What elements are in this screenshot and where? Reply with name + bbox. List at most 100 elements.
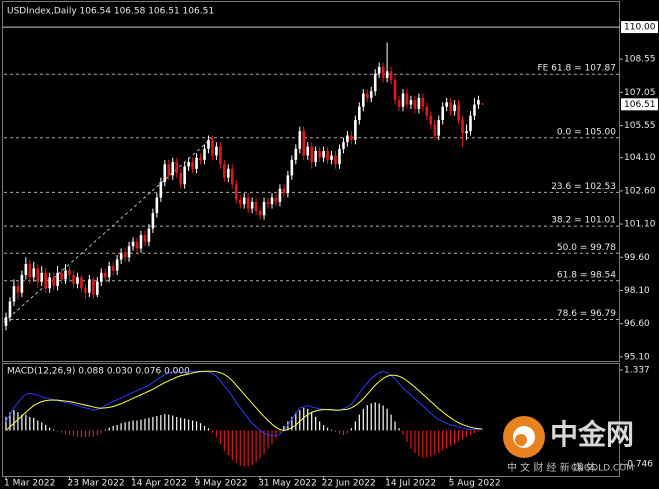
candle-body	[318, 151, 321, 158]
y-tick-label: 108.55	[624, 55, 656, 65]
fib-label: 23.6 = 102.53	[551, 182, 616, 192]
histogram-bar	[37, 420, 39, 431]
candle-body	[234, 184, 238, 200]
candle-body	[262, 201, 266, 216]
histogram-bar	[275, 430, 277, 439]
candle-body	[314, 151, 317, 163]
candle-body	[290, 159, 294, 176]
histogram-bar	[398, 428, 400, 431]
candle-body	[278, 188, 282, 202]
x-tick-label: 1 Mar 2022	[4, 479, 55, 489]
candle-body	[88, 279, 91, 293]
candle-body	[258, 210, 262, 216]
histogram-bar	[9, 412, 11, 431]
histogram-bar	[45, 425, 47, 431]
histogram-bar	[96, 430, 98, 435]
histogram-bar	[251, 430, 253, 465]
candle-body	[461, 120, 464, 134]
candle-body	[334, 155, 337, 165]
histogram-bar	[247, 430, 249, 467]
histogram-bar	[319, 421, 321, 431]
candle-body	[286, 175, 290, 194]
candle-body	[80, 277, 83, 289]
histogram-bar	[172, 415, 174, 431]
histogram-bar	[267, 430, 269, 449]
histogram-bar	[402, 430, 404, 435]
histogram-bar	[315, 416, 317, 431]
candle-body	[4, 317, 8, 326]
candle-body	[393, 80, 397, 101]
candle-body	[32, 268, 36, 278]
histogram-bar	[311, 412, 313, 431]
histogram-bar	[5, 416, 7, 431]
candle-body	[242, 197, 246, 205]
candle-body	[274, 197, 278, 202]
histogram-bar	[64, 430, 67, 435]
y-tick-label: 1.337	[624, 366, 650, 376]
candle-body	[96, 281, 99, 295]
histogram-bar	[144, 418, 146, 431]
histogram-bar	[203, 425, 206, 431]
histogram-bar	[80, 430, 83, 438]
candle-body	[219, 146, 222, 165]
y-tick-label: 98.10	[624, 286, 650, 296]
histogram-bar	[84, 430, 86, 438]
fib-trend-line	[3, 137, 213, 323]
histogram-bar	[124, 422, 126, 431]
candle-body	[16, 286, 20, 293]
histogram-bar	[53, 429, 55, 431]
candle-body	[135, 241, 139, 249]
watermark-tagline: 中 文 财 经 新 媒 体	[507, 461, 596, 474]
histogram-bar	[450, 430, 452, 447]
histogram-bar	[116, 425, 118, 431]
y-tick-label: 107.05	[624, 88, 656, 98]
histogram-bar	[342, 430, 345, 435]
histogram-bar	[438, 430, 440, 454]
histogram-bar	[120, 423, 122, 431]
histogram-bar	[112, 425, 114, 431]
candle-body	[211, 139, 214, 156]
histogram-bar	[465, 430, 468, 438]
histogram-bar	[100, 430, 102, 434]
candle-body	[52, 277, 55, 287]
histogram-bar	[295, 412, 297, 431]
histogram-bar	[219, 430, 221, 445]
candle-body	[203, 148, 206, 160]
histogram-bar	[231, 430, 233, 460]
candle-body	[195, 157, 198, 169]
candle-body	[433, 124, 437, 136]
histogram-bar	[176, 416, 178, 431]
candle-body	[425, 106, 429, 116]
candle-body	[465, 131, 468, 134]
candle-body	[365, 93, 369, 98]
histogram-bar	[243, 430, 245, 467]
histogram-bar	[461, 430, 464, 440]
candle-body	[115, 259, 119, 271]
candle-body	[469, 115, 472, 132]
candle-body	[306, 146, 310, 156]
candle-body	[84, 288, 87, 293]
candle-body	[250, 201, 254, 209]
candle-body	[429, 115, 433, 125]
candle-body	[358, 106, 361, 121]
candle-body	[369, 91, 373, 98]
candle-body	[167, 164, 171, 176]
histogram-bar	[148, 417, 150, 431]
histogram-bar	[195, 421, 198, 431]
candle-body	[266, 201, 270, 205]
candle-body	[294, 148, 298, 160]
histogram-bar	[307, 408, 309, 431]
histogram-bar	[13, 410, 15, 431]
candle-body	[92, 279, 95, 295]
fib-label: 78.6 = 96.79	[557, 309, 616, 319]
histogram-bar	[338, 430, 341, 435]
level-label: 110.00	[624, 23, 656, 33]
candle-body	[330, 155, 333, 160]
candle-body	[191, 162, 194, 169]
histogram-bar	[215, 430, 218, 438]
watermark-site: CNGOLD.COM	[571, 464, 634, 474]
candle-body	[151, 213, 155, 229]
candle-body	[389, 71, 393, 81]
candle-body	[44, 272, 47, 289]
